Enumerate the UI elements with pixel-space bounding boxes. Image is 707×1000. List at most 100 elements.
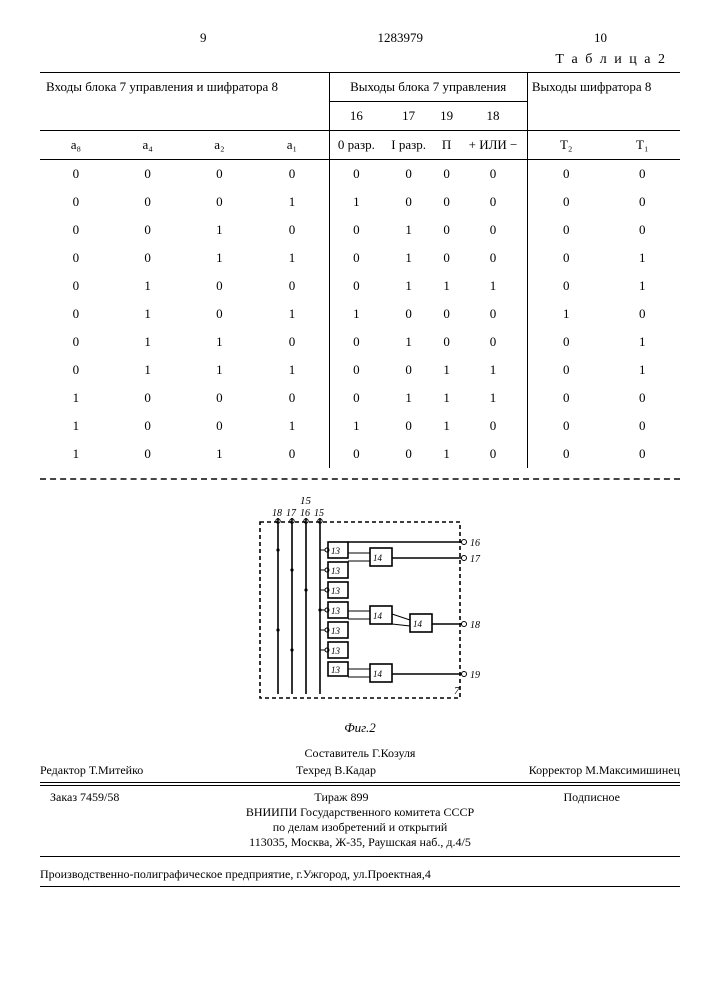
cell: 0	[527, 356, 604, 384]
cell: 0	[605, 188, 680, 216]
cell: 0	[459, 412, 527, 440]
col-7: + ИЛИ −	[459, 131, 527, 160]
svg-text:13: 13	[331, 606, 341, 616]
cell: 0	[329, 440, 383, 468]
cell: 0	[459, 244, 527, 272]
cell: 0	[40, 272, 112, 300]
cell: 1	[383, 328, 434, 356]
cell: 0	[527, 412, 604, 440]
cell: 1	[255, 356, 329, 384]
cell: 1	[383, 272, 434, 300]
cell: 1	[255, 412, 329, 440]
cell: 0	[40, 328, 112, 356]
svg-text:14: 14	[413, 619, 423, 629]
cell: 0	[605, 384, 680, 412]
cell: 0	[255, 160, 329, 189]
cell: 0	[255, 216, 329, 244]
cell: 0	[329, 356, 383, 384]
cell: 1	[255, 244, 329, 272]
cell: 0	[112, 384, 184, 412]
cell: 0	[112, 244, 184, 272]
cell: 1	[112, 356, 184, 384]
col-9: Т₁	[605, 131, 680, 160]
cell: 1	[434, 384, 459, 412]
corrector: Корректор М.Максимишинец	[529, 763, 680, 778]
cell: 0	[112, 188, 184, 216]
cell: 1	[383, 384, 434, 412]
cell: 1	[434, 272, 459, 300]
group-header-enc: Выходы шифратора 8	[527, 73, 680, 131]
svg-text:13: 13	[331, 586, 341, 596]
logic-diagram: 7151817161513131313131313141414141617181…	[230, 494, 490, 714]
cell: 0	[255, 384, 329, 412]
col-sub-4: 16	[329, 102, 383, 131]
col-0: а₈	[40, 131, 112, 160]
org-addr: 113035, Москва, Ж-35, Раушская наб., д.4…	[40, 835, 680, 850]
cell: 1	[184, 440, 256, 468]
cell: 1	[605, 356, 680, 384]
table-row: 0101100010	[40, 300, 680, 328]
truth-table: Входы блока 7 управления и шифратора 8 В…	[40, 72, 680, 468]
cell: 1	[605, 328, 680, 356]
cell: 0	[434, 244, 459, 272]
cell: 0	[329, 160, 383, 189]
cell: 0	[184, 160, 256, 189]
cell: 1	[112, 300, 184, 328]
dashed-separator	[40, 478, 680, 480]
page-header: 9 1283979 10	[40, 30, 687, 46]
table-row: 0011010001	[40, 244, 680, 272]
svg-text:16: 16	[470, 538, 480, 549]
group-header-inputs: Входы блока 7 управления и шифратора 8	[40, 73, 329, 131]
svg-text:17: 17	[286, 508, 297, 519]
cell: 0	[383, 412, 434, 440]
cell: 0	[605, 412, 680, 440]
printer-line: Производственно-полиграфическое предприя…	[40, 857, 680, 887]
table-row: 0001100000	[40, 188, 680, 216]
cell: 0	[383, 440, 434, 468]
cell: 0	[434, 160, 459, 189]
svg-text:14: 14	[373, 553, 383, 563]
cell: 1	[434, 356, 459, 384]
cell: 1	[459, 272, 527, 300]
cell: 0	[527, 188, 604, 216]
cell: 0	[527, 244, 604, 272]
col-1: а₄	[112, 131, 184, 160]
table-caption: Т а б л и ц а 2	[40, 52, 687, 68]
cell: 0	[40, 356, 112, 384]
cell: 1	[40, 384, 112, 412]
org-line1: ВНИИПИ Государственного комитета СССР	[40, 805, 680, 820]
col-sub-7: 18	[459, 102, 527, 131]
svg-text:17: 17	[470, 554, 481, 565]
cell: 1	[40, 440, 112, 468]
cell: 0	[112, 216, 184, 244]
figure-wrap: 7151817161513131313131313141414141617181…	[40, 494, 680, 736]
figure-caption: Фиг.2	[40, 720, 680, 736]
cell: 1	[434, 440, 459, 468]
svg-text:13: 13	[331, 646, 341, 656]
table-row: 0100011101	[40, 272, 680, 300]
cell: 0	[329, 244, 383, 272]
cell: 1	[434, 412, 459, 440]
svg-text:7: 7	[454, 685, 460, 697]
cell: 1	[527, 300, 604, 328]
col-3: а₁	[255, 131, 329, 160]
composer: Составитель Г.Козуля	[40, 746, 680, 761]
svg-text:14: 14	[373, 669, 383, 679]
print-run: Тираж 899	[314, 790, 368, 805]
cell: 0	[383, 160, 434, 189]
cell: 0	[459, 328, 527, 356]
svg-text:15: 15	[314, 508, 324, 519]
cell: 0	[605, 300, 680, 328]
cell: 0	[40, 300, 112, 328]
cell: 1	[459, 384, 527, 412]
cell: 0	[527, 272, 604, 300]
cell: 0	[434, 328, 459, 356]
cell: 0	[527, 384, 604, 412]
cell: 0	[40, 160, 112, 189]
cell: 0	[184, 412, 256, 440]
subscription: Подписное	[564, 790, 621, 805]
cell: 0	[255, 328, 329, 356]
table-row: 1010001000	[40, 440, 680, 468]
cell: 0	[605, 160, 680, 189]
cell: 1	[605, 272, 680, 300]
